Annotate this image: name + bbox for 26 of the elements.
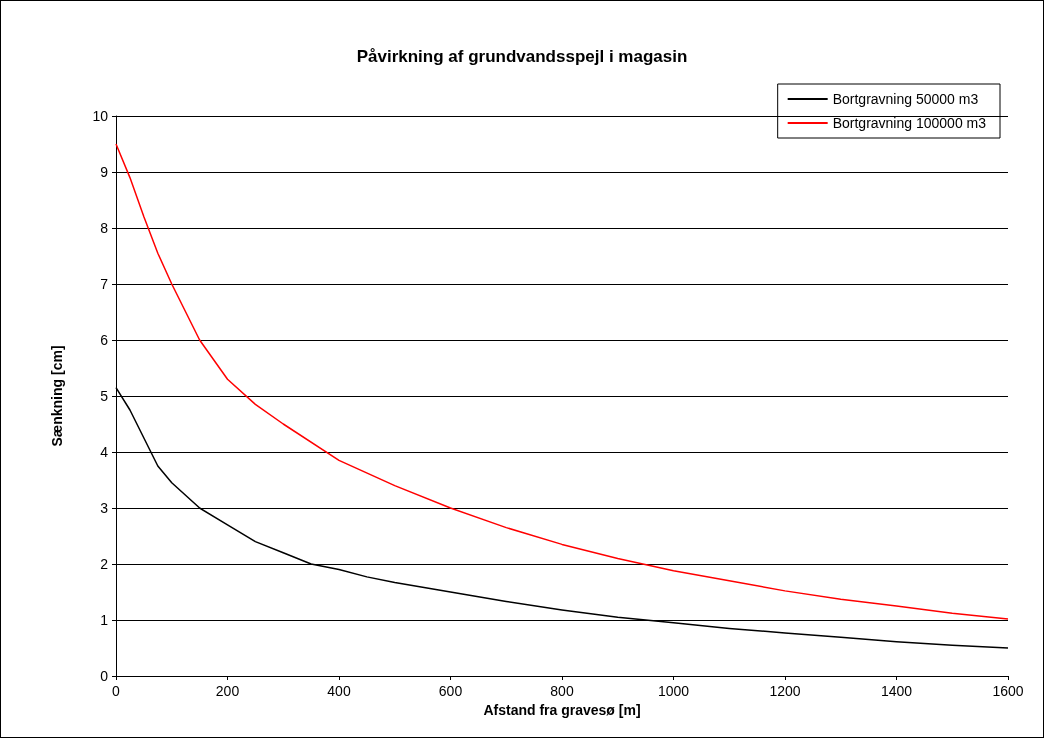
x-axis-title: Afstand fra gravesø [m] xyxy=(483,701,641,718)
y-tick-label: 9 xyxy=(100,164,109,180)
y-tick-label: 4 xyxy=(100,444,109,460)
x-tick-label: 400 xyxy=(327,683,351,699)
y-tick-label: 3 xyxy=(100,500,109,516)
x-tick-label: 1000 xyxy=(657,683,690,699)
x-tick-label: 1200 xyxy=(769,683,801,699)
y-tick-label: 0 xyxy=(100,668,109,684)
legend-label: Bortgravning 50000 m3 xyxy=(832,91,979,107)
x-tick-label: 1400 xyxy=(880,683,913,699)
y-axis-title: Sænkning [cm] xyxy=(49,345,65,447)
line-series xyxy=(115,143,1009,620)
y-tick-label: 7 xyxy=(100,276,109,292)
legend-label: Bortgravning 100000 m3 xyxy=(832,115,987,131)
y-tick-label: 5 xyxy=(100,388,109,404)
y-tick-label: 2 xyxy=(100,556,109,572)
y-tick-label: 1 xyxy=(100,612,109,628)
x-tick-label: 600 xyxy=(438,683,463,699)
x-tick-label: 800 xyxy=(550,683,574,699)
chart-title: Påvirkning af grundvandsspejl i magasin xyxy=(356,47,688,66)
x-tick-label: 0 xyxy=(112,683,121,699)
x-tick-label: 200 xyxy=(215,683,240,699)
y-tick-label: 8 xyxy=(100,220,109,236)
y-tick-label: 6 xyxy=(100,332,109,348)
y-tick-label: 10 xyxy=(92,108,109,124)
x-tick-label: 1600 xyxy=(992,683,1024,699)
